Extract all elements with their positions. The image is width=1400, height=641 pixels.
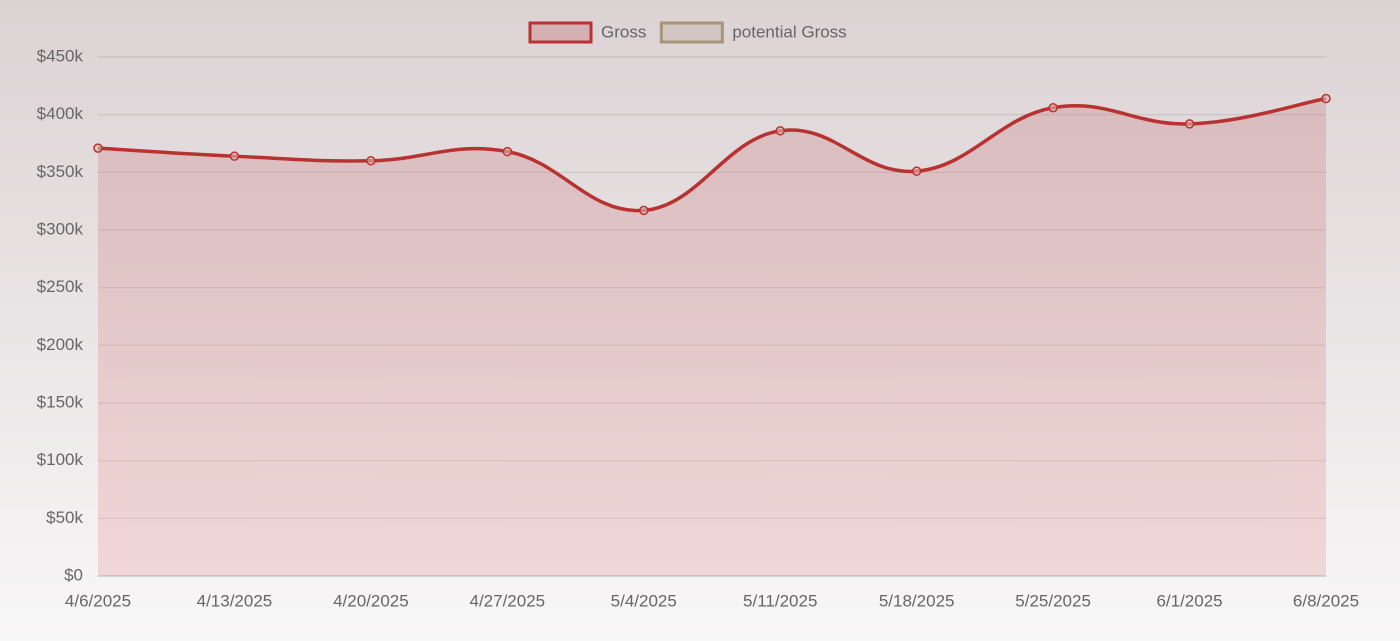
x-tick-label: 5/25/2025	[1015, 591, 1091, 610]
y-tick-label: $400k	[37, 104, 84, 123]
point	[775, 126, 785, 136]
y-tick-label: $200k	[37, 335, 84, 354]
legend: Gross potential Gross	[528, 21, 847, 44]
x-tick-label: 4/27/2025	[470, 591, 546, 610]
x-tick-label: 4/13/2025	[197, 591, 273, 610]
y-tick-label: $0	[64, 565, 83, 584]
x-tick-label: 5/11/2025	[743, 591, 817, 610]
x-tick-label: 4/6/2025	[65, 591, 131, 610]
point	[911, 166, 922, 176]
x-tick-label: 4/20/2025	[333, 591, 409, 610]
legend-swatch	[659, 21, 724, 44]
point	[1184, 119, 1195, 129]
point	[639, 205, 649, 216]
legend-swatch	[528, 21, 593, 44]
y-tick-label: $300k	[37, 219, 84, 238]
line	[97, 96, 1327, 213]
legend-label: potential Gross	[732, 22, 846, 41]
x-tick-label: 6/8/2025	[1293, 591, 1359, 610]
x-tick-label: 5/18/2025	[879, 591, 955, 610]
point	[93, 143, 103, 153]
point	[1048, 102, 1058, 113]
point	[229, 151, 240, 161]
y-tick-label: $250k	[37, 277, 84, 296]
y-tick-label: $50k	[46, 508, 83, 527]
point	[366, 156, 376, 166]
y-tick-label: $150k	[37, 392, 84, 411]
legend-label: Gross	[601, 22, 646, 41]
x-tick-label: 5/4/2025	[611, 591, 677, 610]
point	[1321, 93, 1331, 104]
area	[98, 98, 1326, 577]
y-tick-label: $350k	[37, 162, 84, 181]
y-tick-label: $100k	[37, 450, 84, 469]
y-tick-label: $450k	[37, 46, 84, 65]
point	[502, 146, 513, 157]
x-tick-label: 6/1/2025	[1156, 591, 1222, 610]
